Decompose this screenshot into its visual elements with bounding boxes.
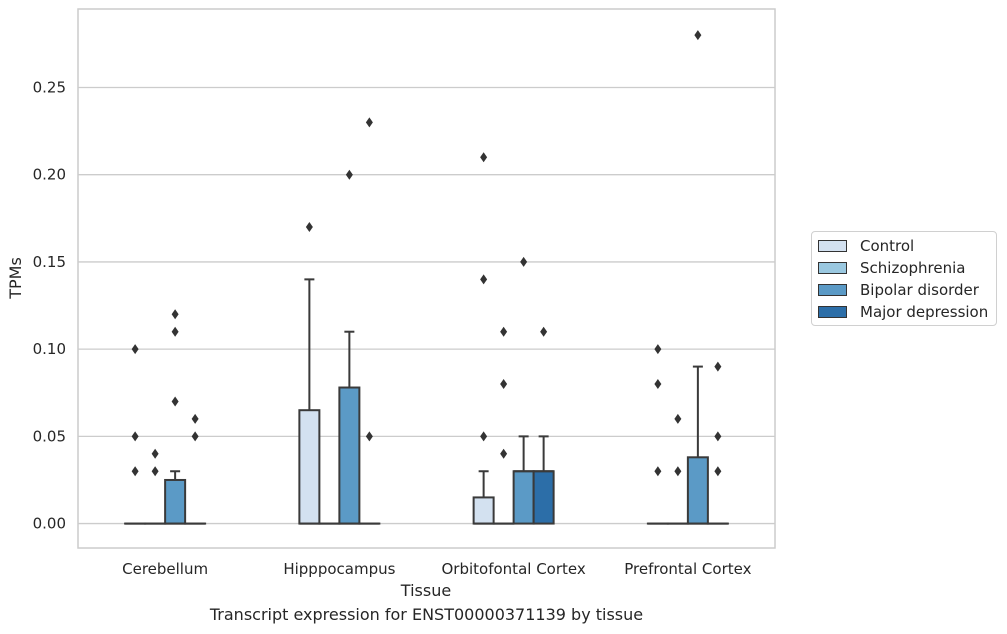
box-group	[686, 30, 709, 525]
outlier-point	[714, 431, 722, 442]
box	[164, 478, 187, 525]
outlier-point	[365, 431, 373, 442]
outlier-point	[171, 396, 179, 407]
box-group	[532, 326, 555, 525]
legend-item-major-depression: Major depression	[818, 302, 988, 322]
outlier-point	[171, 309, 179, 320]
y-tick-label: 0.15	[33, 253, 66, 271]
box-group	[492, 326, 515, 525]
outlier-point	[714, 466, 722, 477]
grid-lines	[78, 86, 775, 525]
plot-frame	[77, 8, 776, 549]
y-tick-labels: 0.00 0.05 0.10 0.15 0.20 0.25	[33, 78, 66, 532]
y-axis-label: TPMs	[6, 257, 25, 300]
y-tick-label: 0.25	[33, 78, 66, 96]
outlier-point	[131, 344, 139, 355]
y-tick-label: 0.00	[33, 515, 66, 533]
outlier-point	[500, 326, 508, 337]
legend-item-schizophrenia: Schizophrenia	[818, 258, 965, 278]
legend-label-control: Control	[860, 237, 915, 255]
legend-label-schizophrenia: Schizophrenia	[860, 259, 966, 277]
outlier-point	[191, 431, 199, 442]
outlier-point	[151, 466, 159, 477]
legend-label-bipolar-disorder: Bipolar disorder	[860, 281, 979, 299]
x-tick-label: Prefrontal Cortex	[624, 560, 751, 578]
box-group	[144, 448, 167, 525]
outlier-point	[654, 379, 662, 390]
box	[472, 496, 495, 525]
y-tick-label: 0.05	[33, 427, 66, 445]
outlier-point	[500, 379, 508, 390]
box	[298, 409, 321, 525]
legend-swatch-bipolar-disorder	[818, 284, 847, 296]
x-tick-label: Hipppocampus	[283, 560, 395, 578]
legend-item-control: Control	[818, 236, 914, 256]
box	[532, 470, 555, 525]
box-group	[666, 413, 689, 525]
box-group	[124, 344, 147, 525]
outlier-point	[305, 222, 313, 233]
x-tick-labels: Cerebellum Hipppocampus Orbitofontal Corte…	[122, 560, 751, 578]
legend-label-major-depression: Major depression	[860, 303, 989, 321]
outlier-point	[345, 169, 353, 180]
legend-swatch-schizophrenia	[818, 262, 847, 274]
y-tick-label: 0.20	[33, 166, 66, 184]
outlier-point	[520, 256, 528, 267]
x-tick-label: Cerebellum	[122, 560, 208, 578]
outlier-point	[714, 361, 722, 372]
box	[512, 470, 535, 525]
outlier-point	[480, 274, 488, 285]
outlier-point	[171, 326, 179, 337]
box-plots	[124, 30, 729, 525]
box-group	[706, 361, 729, 525]
box-group	[338, 169, 361, 525]
box-group	[298, 222, 321, 525]
legend-swatch-control	[818, 240, 847, 252]
legend: Control Schizophrenia Bipolar disorder M…	[811, 231, 997, 326]
box	[686, 456, 709, 525]
outlier-point	[500, 448, 508, 459]
outlier-point	[480, 152, 488, 163]
chart-caption: Transcript expression for ENST0000037113…	[209, 605, 644, 624]
outlier-point	[191, 413, 199, 424]
outlier-point	[365, 117, 373, 128]
outlier-point	[674, 413, 682, 424]
x-tick-label: Orbitofontal Cortex	[442, 560, 586, 578]
box-group	[184, 413, 207, 525]
box-group	[512, 256, 535, 525]
box-group	[646, 344, 669, 525]
outlier-point	[540, 326, 548, 337]
outlier-point	[694, 30, 702, 41]
outlier-point	[151, 448, 159, 459]
legend-item-bipolar-disorder: Bipolar disorder	[818, 280, 979, 300]
outlier-point	[480, 431, 488, 442]
box-group	[472, 152, 495, 525]
outlier-point	[674, 466, 682, 477]
legend-swatch-major-depression	[818, 306, 847, 318]
outlier-point	[131, 431, 139, 442]
box-group	[358, 117, 381, 525]
outlier-point	[131, 466, 139, 477]
outlier-point	[654, 344, 662, 355]
x-axis-label: Tissue	[400, 581, 451, 600]
box-group	[164, 309, 187, 525]
box	[338, 386, 361, 525]
y-tick-label: 0.10	[33, 340, 66, 358]
outlier-point	[654, 466, 662, 477]
